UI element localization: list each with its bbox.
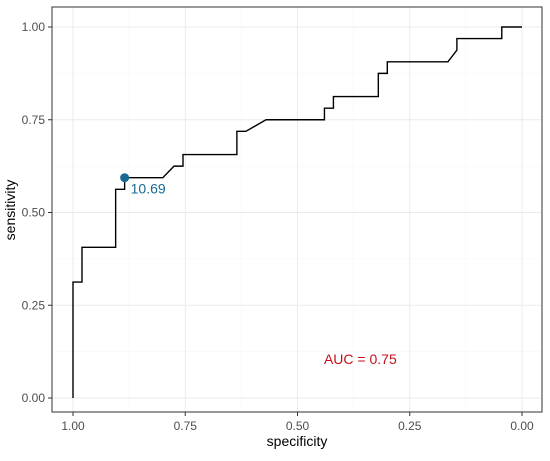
threshold-point-label: 10.69 (131, 181, 166, 197)
y-tick-label: 0.00 (22, 391, 46, 405)
x-tick-label: 1.00 (61, 419, 85, 433)
y-tick-label: 0.25 (22, 298, 46, 312)
major-gridlines (52, 7, 542, 412)
x-tick-label: 0.75 (174, 419, 198, 433)
auc-annotation: AUC = 0.75 (324, 351, 397, 367)
y-axis-title: sensitivity (2, 180, 18, 241)
y-tick-label: 0.75 (22, 113, 46, 127)
x-axis-title: specificity (267, 433, 328, 449)
y-tick-label: 1.00 (22, 20, 46, 34)
y-tick-label: 0.50 (22, 206, 46, 220)
x-tick-label: 0.00 (510, 419, 534, 433)
y-axis-ticks: 0.00 0.25 0.50 0.75 1.00 (22, 20, 52, 405)
x-tick-label: 0.25 (398, 419, 422, 433)
threshold-point-marker (120, 173, 130, 183)
x-tick-label: 0.50 (286, 419, 310, 433)
roc-curve-line (72, 26, 522, 398)
x-axis-ticks: 1.00 0.75 0.50 0.25 0.00 (61, 412, 534, 433)
